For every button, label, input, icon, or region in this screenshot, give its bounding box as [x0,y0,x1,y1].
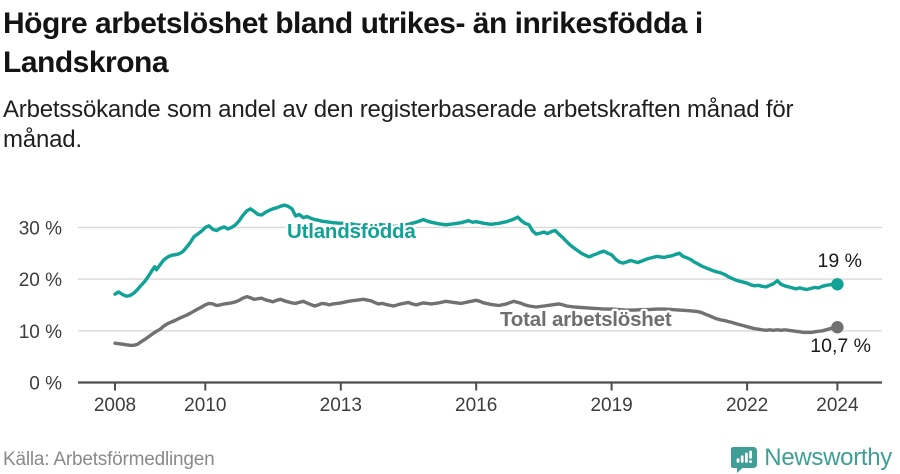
series-line-utlandsfodda [113,203,840,298]
newsworthy-bubble-chart-icon [730,445,758,474]
x-tick-label: 2016 [455,395,497,416]
y-tick-label: 0 % [29,374,62,395]
x-tick-label: 2013 [320,395,362,416]
x-tick-label: 2024 [816,395,859,416]
y-tick-label: 30 % [19,218,62,239]
series-end-value-label: 19 % [818,250,862,272]
series-line-total [113,295,840,347]
newsworthy-logo: Newsworthy [730,444,892,474]
x-tick-label: 2019 [590,395,632,416]
page-subtitle: Arbetssökande som andel av den registerb… [3,96,794,153]
newsworthy-wordmark: Newsworthy [764,444,892,471]
x-tick-label: 2008 [94,395,136,416]
header: Högre arbetslöshet bland utrikes- än inr… [3,0,883,155]
series-label-utlandsfodda: Utlandsfödda [287,220,416,243]
footer: Källa: Arbetsförmedlingen Newsworthy [3,445,892,474]
x-tick-label: 2010 [184,395,226,416]
y-tick-label: 20 % [19,270,62,291]
y-tick-label: 10 % [19,322,62,343]
x-tick-label: 2022 [726,395,768,416]
series-end-dot [831,278,844,291]
page-title: Högre arbetslöshet bland utrikes- än inr… [3,7,703,79]
series-label-total: Total arbetslöshet [500,308,672,331]
source-note: Källa: Arbetsförmedlingen [3,449,215,470]
series-end-dot [831,321,844,334]
series-end-value-label: 10,7 % [810,335,871,357]
